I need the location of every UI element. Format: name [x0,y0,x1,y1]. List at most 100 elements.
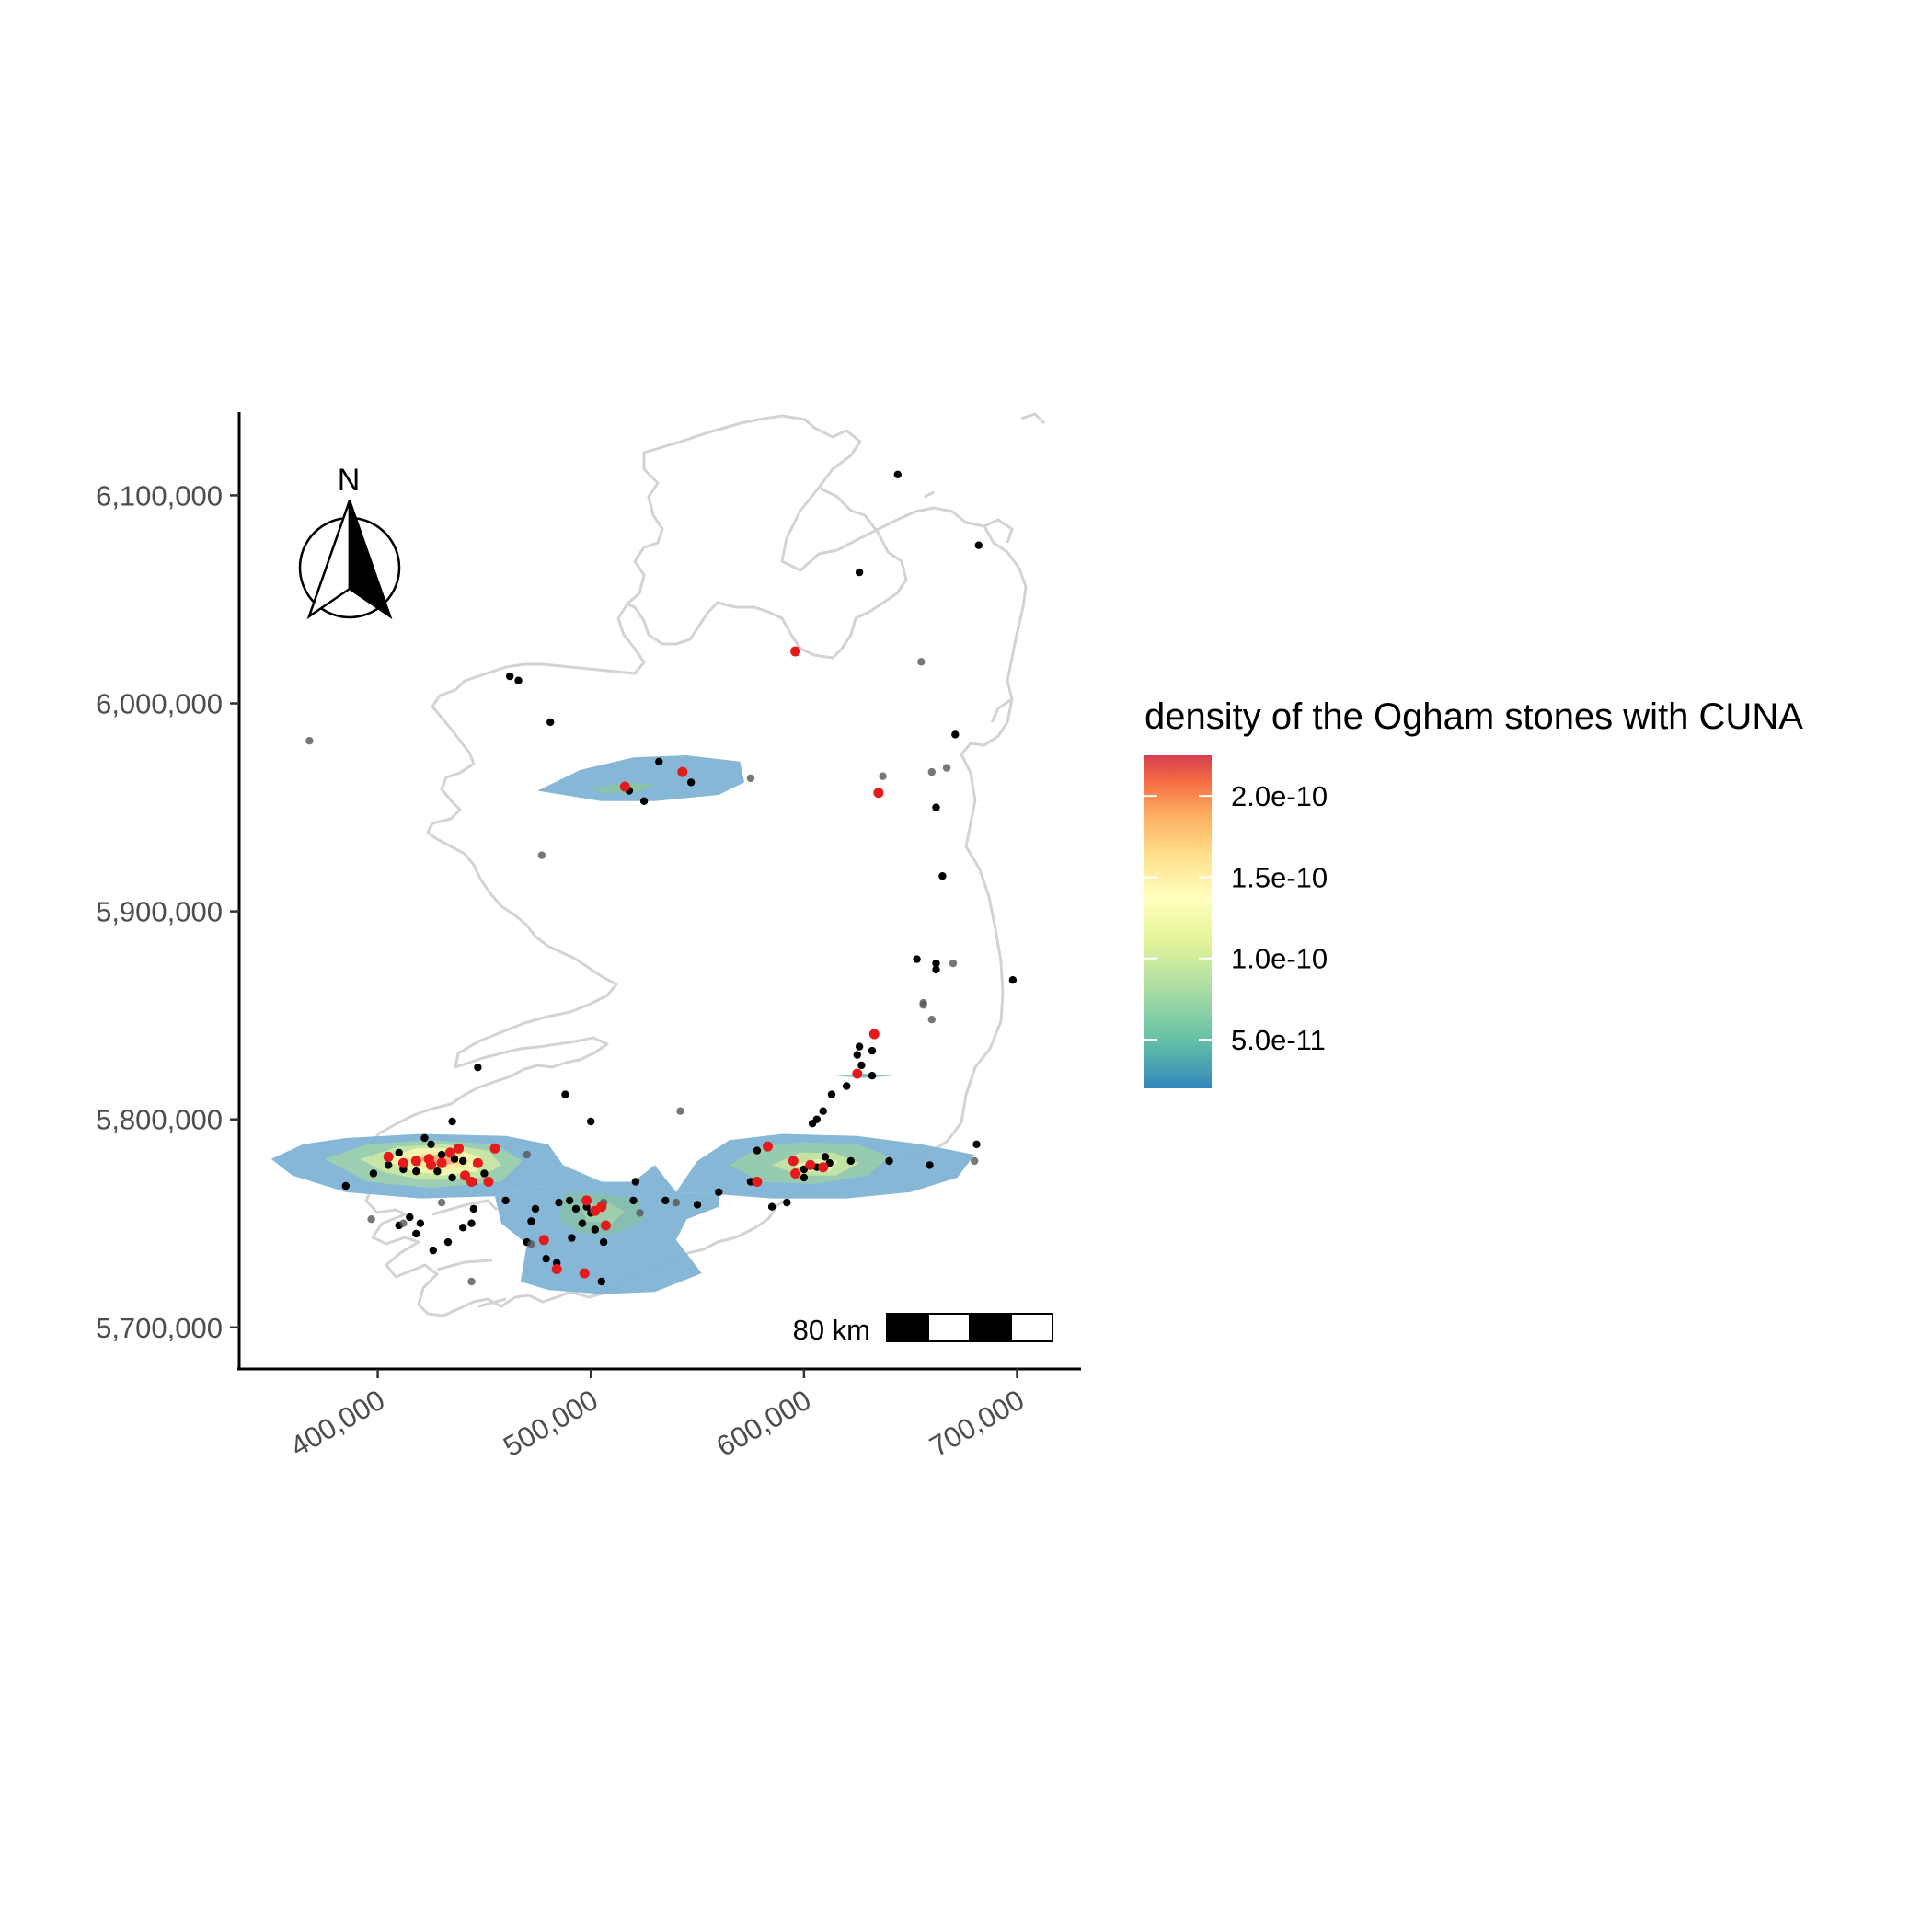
stone-point [506,672,514,681]
legend: density of the Ogham stones with CUNA 2.… [1144,696,1803,1088]
stone-point [597,1277,605,1286]
stone-point [467,1219,476,1227]
x-tick-label: 400,000 [285,1384,391,1463]
stone-point [427,1140,435,1149]
stone-point-faded [927,1016,936,1024]
stone-point-faded [942,764,951,772]
stone-point-cuna [677,766,688,777]
stone-point [448,1117,456,1126]
stone-point-faded [917,658,926,666]
stone-point-cuna [600,1220,611,1231]
stone-point [561,1090,569,1098]
stone-point [799,1173,809,1182]
y-tick-label: 5,900,000 [96,896,223,928]
stone-point [514,676,523,684]
stone-point-faded [672,1198,681,1207]
legend-title: density of the Ogham stones with CUNA [1144,696,1803,737]
stone-point-cuna [805,1159,816,1170]
stone-point [855,568,864,577]
stone-point [661,1196,670,1205]
stone-point-cuna [483,1177,494,1187]
stone-point-cuna [596,1202,607,1213]
stone-point-faded [305,737,314,745]
stone-point [767,1202,776,1211]
stone-point [565,1196,574,1205]
stone-point [412,1229,420,1238]
stone-point [827,1090,836,1098]
stone-point-faded [971,1156,979,1166]
stone-point [926,1161,934,1169]
stone-point-cuna [788,1156,799,1167]
stone-point [459,1224,467,1232]
stone-point [385,1161,393,1169]
stone-point [951,730,960,739]
stone-point-faded [927,767,936,776]
stone-point [568,1234,576,1242]
stone-point-cuna [426,1159,436,1170]
stone-point [639,797,649,805]
stone-point [416,1219,425,1227]
stone-point-faded [523,1150,531,1159]
stone-point-cuna [551,1264,562,1274]
stone-point [531,1204,540,1213]
y-tick-label: 5,700,000 [96,1312,223,1344]
legend-tick-label: 5.0e-11 [1231,1024,1326,1056]
stone-point [448,1173,456,1182]
stone-point-cuna [489,1143,500,1154]
scale-bar-segment-2 [927,1313,971,1342]
stone-point [893,470,902,478]
stone-point [974,541,983,549]
stone-point-faded [467,1277,476,1286]
stone-point [527,1217,535,1225]
density-contour [537,755,744,801]
stone-point-cuna [818,1162,829,1173]
stone-point-cuna [852,1068,863,1079]
stone-point-cuna [466,1177,477,1187]
stone-point [542,1255,550,1263]
stone-point [783,1198,791,1207]
stone-point-faded [676,1107,684,1115]
stone-point-faded [919,998,927,1007]
stone-point-faded [399,1219,408,1227]
stone-point [429,1246,437,1255]
scale-bar-segment-4 [1010,1313,1053,1342]
stone-point-cuna [397,1157,408,1168]
stone-point [631,1178,640,1186]
stone-point [469,1204,477,1213]
stone-point [341,1181,350,1190]
stone-point [437,1150,446,1159]
stone-point-faded [879,772,887,780]
stone-point-cuna [472,1157,483,1168]
stone-point [808,1120,817,1128]
legend-tick-label: 2.0e-10 [1231,780,1328,812]
stone-point-faded [537,851,546,859]
stone-point [868,1072,877,1080]
stone-point [571,1204,581,1213]
stone-point [932,965,940,974]
stone-point-cuna [619,781,630,792]
stone-point-faded [367,1215,375,1224]
stone-point [599,1237,608,1247]
stone-point-cuna [873,788,884,799]
stone-point [406,1213,414,1222]
stone-point [857,1061,866,1070]
stone-point [420,1133,429,1143]
stone-point [369,1169,378,1178]
stone-point-cuna [444,1147,455,1158]
stone-point-cuna [383,1151,394,1162]
stone-point [555,1198,563,1207]
coastline-layer [364,412,1046,1317]
stone-point-faded [527,1240,535,1248]
legend-tick-label: 1.0e-10 [1231,943,1328,975]
x-axis-ticks: 400,000 500,000 600,000 700,000 [285,1369,1029,1463]
stone-point-cuna [410,1156,421,1167]
stone-point [855,1042,864,1051]
x-tick-label: 600,000 [711,1384,817,1463]
stone-point [546,718,555,727]
x-tick-label: 500,000 [498,1384,604,1463]
y-tick-label: 5,800,000 [96,1104,223,1136]
legend-ticks: 2.0e-10 1.5e-10 1.0e-10 5.0e-11 [1144,780,1328,1056]
y-axis-ticks: 6,100,000 6,000,000 5,900,000 5,800,000 5,70… [96,479,239,1344]
coastline-ireland [364,414,1028,1317]
stone-point [913,955,921,963]
